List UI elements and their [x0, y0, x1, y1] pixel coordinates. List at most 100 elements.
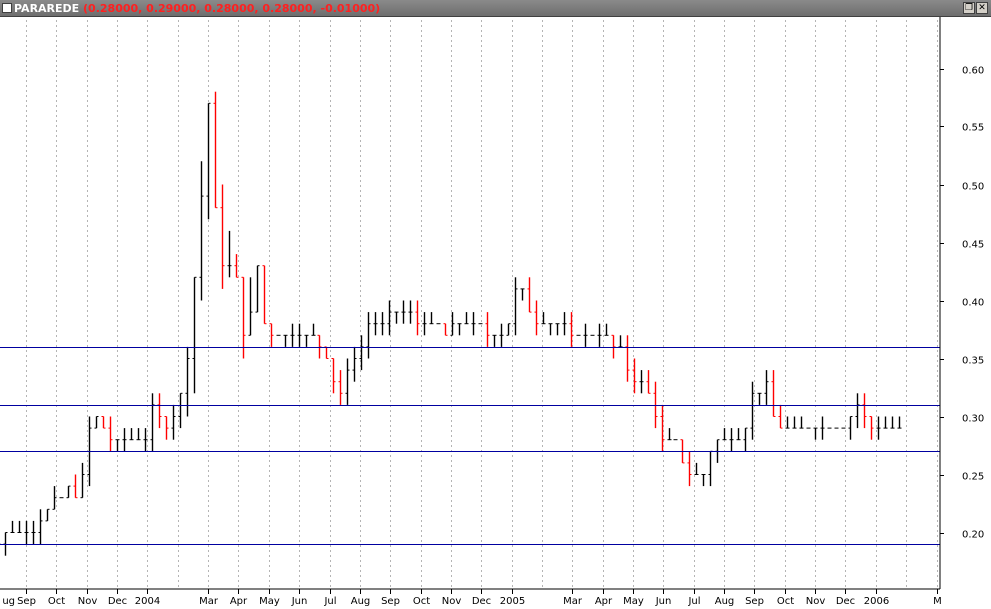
ohlc-bar — [506, 323, 511, 336]
ohlc-bar — [548, 323, 553, 336]
ohlc-bar — [450, 312, 455, 336]
ohlc-bar — [757, 392, 762, 405]
horizontal-trend-lines — [0, 347, 940, 545]
ohlc-bar — [855, 393, 860, 429]
ohlc-bar — [24, 520, 29, 545]
ohlc-bar — [583, 323, 588, 347]
ohlc-bar — [743, 427, 748, 452]
ohlc-bar — [185, 346, 190, 417]
window-app-icon[interactable] — [2, 3, 12, 13]
ohlc-bar — [401, 300, 406, 324]
x-tick-label: Jul — [323, 596, 336, 607]
ohlc-bar — [394, 311, 399, 324]
ohlc-bar — [331, 358, 336, 394]
ohlc-bar — [562, 312, 567, 336]
x-tick-label: ug — [2, 596, 15, 607]
ohlc-bar — [513, 277, 518, 336]
ohlc-bar — [820, 416, 825, 440]
ohlc-bar — [150, 393, 155, 452]
x-axis-ticks: ug Sep Oct Nov Dec 2004 Mar Apr May Jun Jul Aug Sep O… — [2, 589, 942, 607]
symbol-name: PARAREDE — [14, 2, 80, 15]
ohlc-bar — [890, 416, 895, 429]
restore-window-button[interactable]: ❐ — [963, 2, 975, 14]
ohlc-bar — [234, 254, 239, 278]
ohlc-bar — [380, 312, 385, 336]
ohlc-bar — [471, 312, 476, 336]
x-tick-label: Sep — [745, 596, 764, 607]
ohlc-bar — [611, 334, 616, 359]
ohlc-bar — [541, 312, 546, 325]
y-tick-label: 0.25 — [962, 472, 984, 483]
ohlc-bar — [345, 358, 350, 405]
ohlc-bar — [352, 346, 357, 382]
ohlc-bar — [534, 300, 539, 336]
ohlc-bar — [115, 439, 120, 452]
ohlc-bar — [736, 428, 741, 441]
x-tick-label: Apr — [595, 596, 613, 607]
ohlc-bar — [764, 370, 769, 405]
chart-title: PARAREDE (0.28000, 0.29000, 0.28000, 0.2… — [14, 1, 380, 16]
ohlc-bar — [632, 358, 637, 394]
ohlc-bar — [527, 277, 532, 313]
ohlc-bar — [485, 312, 490, 347]
ohlc-bar — [178, 392, 183, 429]
ohlc-bar — [597, 323, 602, 347]
ohlc-bar — [73, 474, 78, 499]
ohlc-bar — [848, 416, 853, 440]
ohlc-bar — [213, 91, 218, 209]
ohlc-bar — [10, 520, 15, 533]
window-titlebar[interactable]: PARAREDE (0.28000, 0.29000, 0.28000, 0.2… — [0, 0, 991, 17]
ohlc-bar — [813, 427, 818, 440]
x-tick-label: Aug — [715, 596, 735, 607]
ohlc-bar — [722, 428, 727, 441]
x-tick-label: 2004 — [135, 596, 160, 607]
ohlc-bar — [297, 323, 302, 347]
ohlc-bar — [52, 486, 57, 510]
ohlc-bar — [771, 370, 776, 417]
ohlc-bar — [164, 416, 169, 440]
ohlc-bar — [708, 450, 713, 487]
ohlc-bar — [653, 381, 658, 429]
ohlc-bar — [792, 416, 797, 429]
x-tick-label: Nov — [78, 596, 98, 607]
y-tick-label: 0.30 — [962, 414, 984, 425]
ohlc-bar — [171, 404, 176, 440]
ohlc-bar — [646, 370, 651, 394]
vertical-grid — [26, 20, 938, 589]
x-tick-label: Dec — [836, 596, 855, 607]
ohlc-bar — [729, 428, 734, 452]
x-tick-label: 2006 — [864, 596, 889, 607]
ohlc-bar — [101, 416, 106, 429]
x-tick-label: Mar — [563, 596, 583, 607]
ohlc-readout: (0.28000, 0.29000, 0.28000, 0.28000, -0.… — [83, 2, 381, 15]
x-tick-label: M — [933, 596, 942, 607]
ohlc-bar — [569, 312, 574, 347]
ohlc-bar — [869, 416, 874, 440]
ohlc-bar — [687, 451, 692, 487]
ohlc-bar — [262, 265, 267, 325]
x-tick-label: Nov — [806, 596, 826, 607]
ohlc-bar — [694, 462, 699, 475]
x-tick-label: Oct — [413, 596, 430, 607]
ohlc-bars — [0, 91, 902, 556]
ohlc-bar — [373, 312, 378, 336]
ohlc-bar — [883, 416, 888, 429]
ohlc-bar — [387, 300, 392, 336]
ohlc-bar — [639, 370, 644, 394]
close-window-button[interactable]: ✕ — [976, 2, 988, 14]
ohlc-bar — [750, 381, 755, 440]
y-tick-label: 0.55 — [962, 123, 984, 134]
ohlc-bar — [45, 508, 50, 522]
ohlc-bar — [799, 416, 804, 429]
ohlc-bar — [555, 323, 560, 336]
ohlc-bar — [520, 288, 525, 301]
y-tick-label: 0.35 — [962, 356, 984, 367]
x-tick-label: May — [623, 596, 644, 607]
ohlc-bar — [625, 335, 630, 382]
ohlc-bar — [443, 323, 448, 336]
ohlc-bar — [122, 428, 127, 452]
ohlc-bar — [31, 520, 36, 545]
x-tick-label: May — [259, 596, 280, 607]
ohlc-bar — [255, 265, 260, 313]
